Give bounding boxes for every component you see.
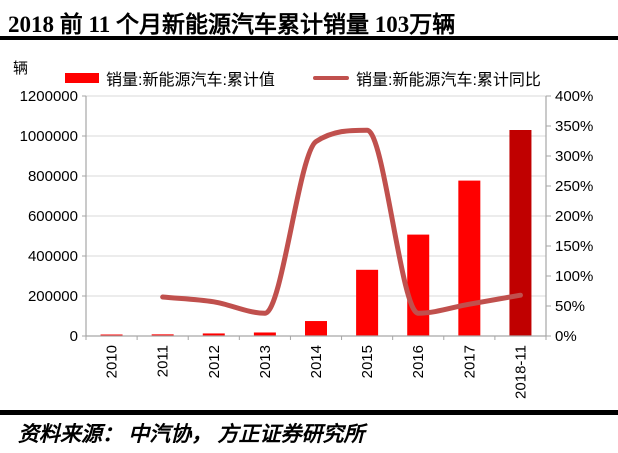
bar-2013	[253, 332, 276, 336]
bar-2015	[356, 269, 379, 336]
x-axis-label-2010: 2010	[104, 345, 121, 378]
bar-2016	[407, 234, 430, 336]
bar-2014	[305, 321, 327, 336]
right-axis-tick-label: 0%	[555, 328, 577, 345]
bar-2018-11	[509, 130, 532, 336]
legend-label-cumulative-sales: 销量:新能源汽车:累计值	[106, 72, 275, 89]
x-axis-label-2018-11: 2018-11	[512, 345, 529, 399]
legend-item-yoy-growth: 销量:新能源汽车:累计同比	[313, 66, 541, 90]
bar-2012	[202, 333, 225, 336]
left-axis-tick-label: 1000000	[20, 128, 78, 145]
bar-series-swatch-icon	[65, 73, 99, 83]
right-axis-tick-label: 250%	[555, 178, 593, 195]
footer-rule	[0, 410, 618, 415]
title-rule	[0, 36, 618, 40]
x-axis-label-2017: 2017	[461, 345, 478, 378]
left-axis-tick-label: 600000	[28, 208, 78, 225]
bar-2017	[458, 180, 481, 336]
yoy-growth-line	[160, 127, 523, 316]
source-note: 资料来源： 中汽协， 方正证券研究所	[18, 422, 365, 446]
x-axis-label-2012: 2012	[206, 345, 223, 378]
left-axis-tick-label: 800000	[28, 168, 78, 185]
right-axis-tick-label: 50%	[555, 298, 585, 315]
legend-label-yoy-growth: 销量:新能源汽车:累计同比	[356, 72, 541, 89]
x-axis-label-2011: 2011	[155, 345, 172, 377]
right-axis-tick-label: 400%	[555, 88, 593, 105]
line-series-swatch-icon	[313, 76, 349, 80]
left-axis-tick-label: 200000	[28, 288, 78, 305]
left-axis-tick-label: 400000	[28, 248, 78, 265]
x-axis-label-2015: 2015	[359, 345, 376, 378]
x-axis-label-2016: 2016	[410, 345, 427, 378]
left-axis-tick-label: 0	[70, 328, 78, 345]
right-axis-tick-label: 150%	[555, 238, 593, 255]
bar-2011	[151, 334, 174, 336]
page-title: 2018 前 11 个月新能源汽车累计销量 103万辆	[8, 12, 456, 37]
left-axis-unit-label: 辆	[13, 60, 29, 77]
bar-2010	[100, 334, 123, 336]
left-axis-tick-label: 1200000	[20, 88, 78, 105]
x-axis-label-2013: 2013	[257, 345, 274, 378]
right-axis-tick-label: 350%	[555, 118, 593, 135]
right-axis-tick-label: 100%	[555, 268, 593, 285]
right-axis-tick-label: 200%	[555, 208, 593, 225]
legend-item-cumulative-sales: 销量:新能源汽车:累计值	[65, 66, 275, 90]
right-axis-tick-label: 300%	[555, 148, 593, 165]
x-axis-label-2014: 2014	[308, 345, 325, 378]
